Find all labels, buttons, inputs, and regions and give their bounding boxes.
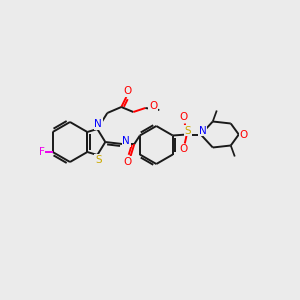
Text: N: N [122, 136, 130, 146]
Text: S: S [95, 155, 102, 165]
Text: N: N [199, 125, 207, 136]
Text: S: S [184, 125, 191, 136]
Text: O: O [180, 145, 188, 154]
Text: O: O [123, 86, 131, 96]
Text: O: O [240, 130, 248, 140]
Text: O: O [123, 157, 131, 167]
Text: F: F [39, 147, 45, 157]
Text: N: N [94, 119, 102, 129]
Text: O: O [180, 112, 188, 122]
Text: O: O [149, 101, 158, 111]
